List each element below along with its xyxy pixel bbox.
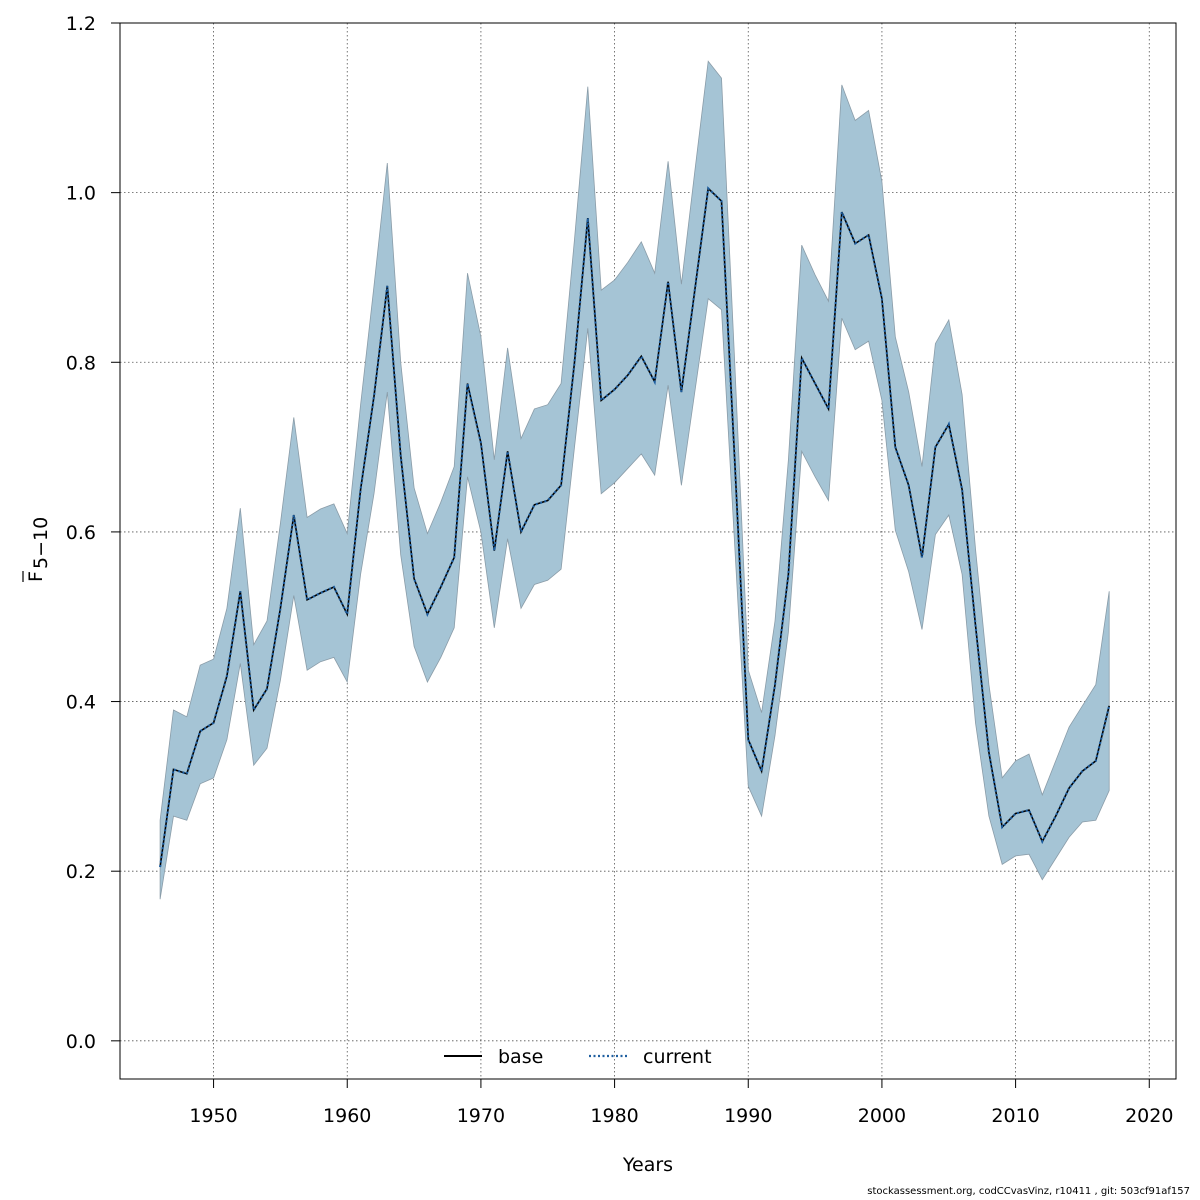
- y-tick-label: 0.6: [66, 522, 96, 544]
- x-axis: 1950 1960 1970 1980 1990 2000 2010 2020: [189, 1078, 1173, 1127]
- y-axis-title-main: F: [25, 571, 47, 582]
- x-tick-label: 2010: [991, 1105, 1039, 1127]
- y-tick-label: 0.0: [66, 1031, 96, 1053]
- series-layer: [159, 186, 1111, 868]
- x-tick-label: 1990: [724, 1105, 772, 1127]
- y-axis: 0.0 0.2 0.4 0.6 0.8 1.0 1.2: [66, 13, 120, 1053]
- y-axis-title-subscript: 5−10: [30, 517, 52, 569]
- x-axis-title: Years: [622, 1154, 673, 1176]
- confidence-band-layer: [159, 60, 1110, 900]
- x-tick-label: 1980: [590, 1105, 638, 1127]
- legend: base current: [444, 1046, 712, 1068]
- x-tick-label: 1950: [189, 1105, 237, 1127]
- confidence-band: [159, 60, 1110, 900]
- series-line-current: [159, 186, 1111, 868]
- x-tick-label: 2000: [858, 1105, 906, 1127]
- x-tick-label: 1960: [323, 1105, 371, 1127]
- x-tick-label: 1970: [457, 1105, 505, 1127]
- y-tick-label: 1.2: [66, 13, 96, 35]
- y-tick-label: 0.4: [66, 692, 96, 714]
- x-tick-label: 2020: [1125, 1105, 1173, 1127]
- y-axis-title: F 5−10: [22, 517, 52, 582]
- footer-note: stockassessment.org, codCCvasVinz, r1041…: [867, 1186, 1190, 1197]
- y-tick-label: 0.8: [66, 352, 96, 374]
- legend-label-base: base: [498, 1046, 543, 1068]
- legend-label-current: current: [643, 1046, 712, 1068]
- y-tick-label: 0.2: [66, 861, 96, 883]
- y-tick-label: 1.0: [66, 183, 96, 205]
